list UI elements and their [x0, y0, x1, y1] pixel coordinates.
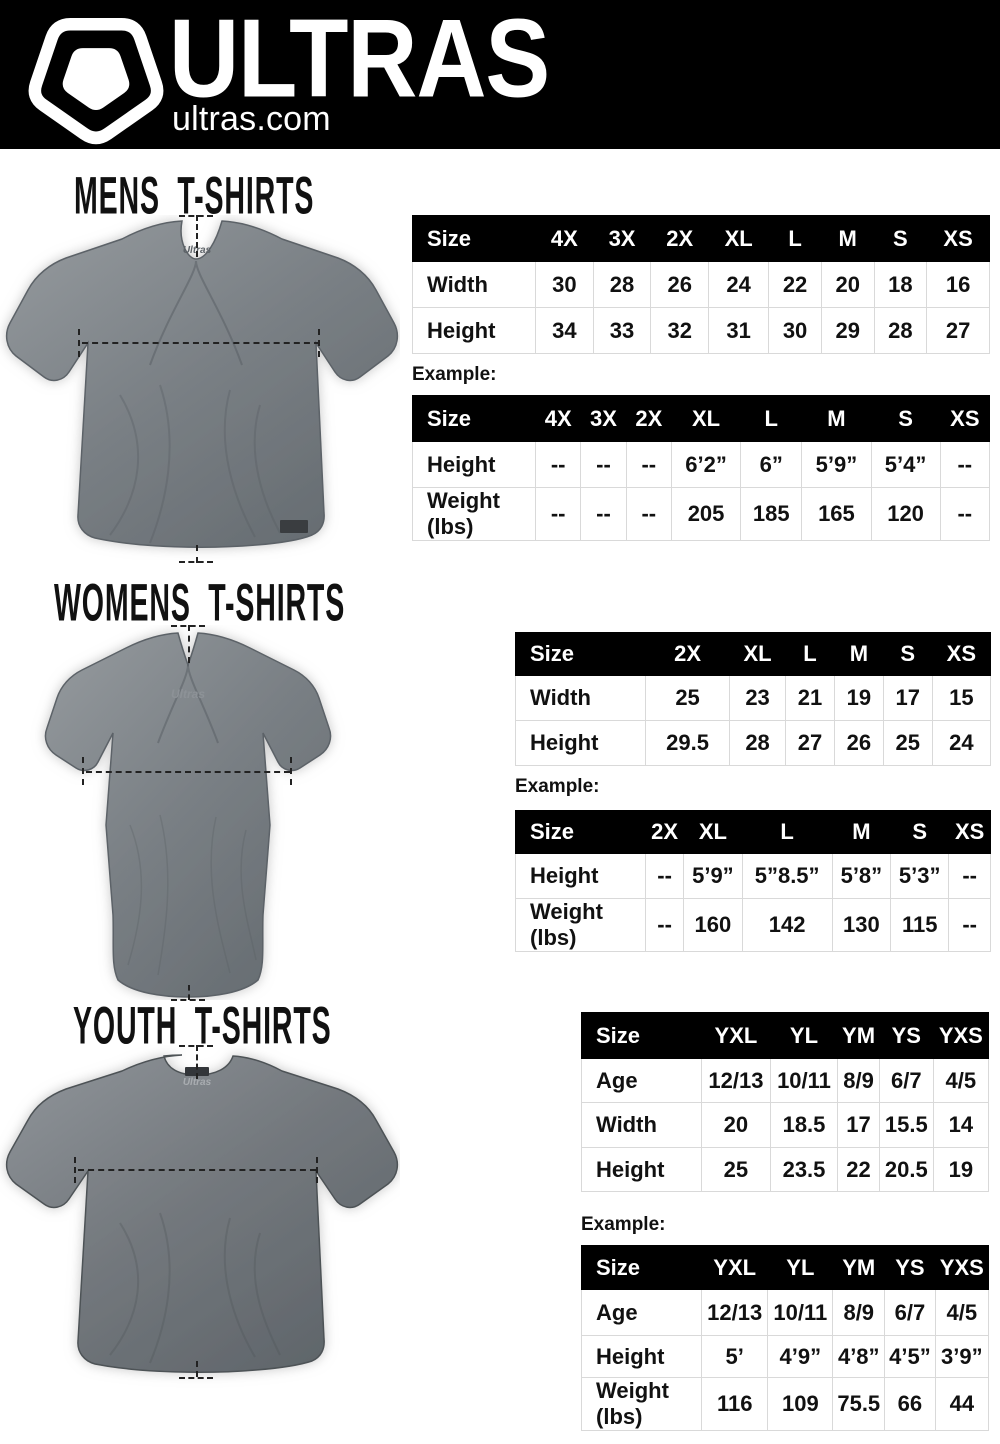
svg-text:Ultras: Ultras — [171, 687, 205, 701]
